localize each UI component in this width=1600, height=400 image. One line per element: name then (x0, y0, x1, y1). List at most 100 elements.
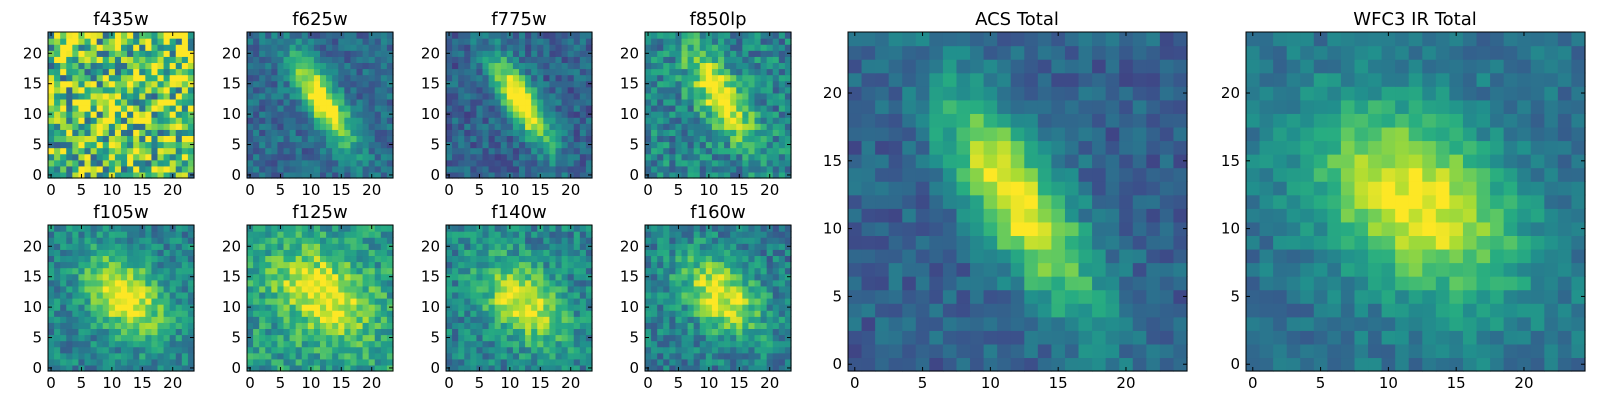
heatmap-cell (705, 111, 713, 118)
heatmap-cell (711, 304, 719, 311)
heatmap-cell (458, 346, 465, 354)
heatmap-cell (645, 68, 652, 76)
heatmap-cell (283, 298, 291, 305)
heatmap-cell (687, 32, 695, 39)
heatmap-cell (543, 298, 551, 305)
heatmap-cell (374, 304, 382, 311)
heatmap-cell (663, 147, 670, 155)
heatmap-cell (718, 352, 725, 360)
heatmap-cell (90, 249, 98, 257)
heatmap-cell (452, 44, 459, 51)
heatmap-cell (561, 340, 569, 348)
heatmap-cell (458, 74, 465, 82)
heatmap-cell (66, 68, 73, 76)
heatmap-cell (500, 56, 508, 64)
heatmap-cell (145, 74, 153, 82)
heatmap-cell (66, 364, 73, 372)
heatmap-cell (374, 255, 382, 263)
heatmap-cell (344, 98, 352, 106)
heatmap-cell (133, 153, 140, 161)
heatmap-cell (301, 334, 309, 342)
heatmap-cell (169, 255, 177, 263)
heatmap-cell (133, 38, 140, 45)
heatmap-cell (60, 32, 67, 39)
heatmap-cell (567, 243, 575, 250)
heatmap-cell (108, 340, 116, 348)
heatmap-cell (669, 279, 677, 287)
heatmap-cell (705, 129, 713, 137)
heatmap-cell (151, 129, 159, 137)
heatmap-cell (356, 147, 364, 155)
heatmap-cell (253, 334, 260, 342)
heatmap-cell (519, 50, 526, 57)
heatmap-cell (778, 364, 786, 372)
heatmap-cell (446, 38, 453, 45)
heatmap-cell (482, 358, 490, 366)
heatmap-cell (567, 92, 575, 100)
heatmap-cell (657, 129, 664, 137)
heatmap-cell (48, 340, 55, 348)
heatmap-cell (48, 62, 55, 70)
heatmap-cell (561, 255, 569, 263)
heatmap-cell (187, 225, 195, 232)
heatmap-cell (476, 50, 484, 57)
heatmap-cell (675, 267, 683, 275)
heatmap-cell (283, 98, 291, 106)
heatmap-cell (102, 352, 110, 360)
heatmap-cell (84, 334, 92, 342)
heatmap-cell (66, 261, 73, 269)
heatmap-cell (295, 352, 303, 360)
heatmap-cell (784, 352, 792, 360)
heatmap-cell (760, 98, 768, 106)
heatmap-cell (181, 32, 189, 39)
heatmap-cell (500, 147, 508, 155)
heatmap-cell (784, 129, 792, 137)
heatmap-cell (555, 340, 563, 348)
heatmap-cell (724, 346, 731, 354)
heatmap-cell (929, 330, 944, 345)
heatmap-cell (169, 261, 177, 269)
heatmap-cell (386, 237, 394, 244)
heatmap-cell (942, 330, 958, 345)
heatmap-cell (356, 352, 364, 360)
heatmap-cell (247, 322, 254, 330)
heatmap-cell (929, 343, 944, 359)
heatmap-cell (108, 279, 116, 287)
heatmap-cell (748, 249, 756, 257)
heatmap-cell (760, 267, 768, 275)
heatmap-cell (669, 159, 677, 167)
heatmap-cell (543, 255, 551, 263)
heatmap-cell (669, 328, 677, 336)
heatmap-cell (78, 38, 86, 45)
heatmap-cell (718, 56, 725, 64)
heatmap-cell (295, 117, 303, 124)
heatmap-cell (549, 111, 557, 118)
heatmap-cell (121, 123, 128, 130)
heatmap-cell (645, 237, 652, 244)
heatmap-cell (555, 165, 563, 173)
heatmap-cell (350, 74, 358, 82)
heatmap-cell (127, 243, 134, 250)
heatmap-cell (500, 74, 508, 82)
heatmap-cell (368, 117, 376, 124)
heatmap-cell (476, 56, 484, 64)
heatmap-cell (72, 322, 80, 330)
heatmap-cell (60, 298, 67, 305)
heatmap-cell (163, 334, 171, 342)
heatmap-cell (362, 111, 370, 118)
heatmap-cell (519, 153, 526, 161)
heatmap-cell (127, 86, 134, 94)
heatmap-cell (374, 165, 382, 173)
heatmap-cell (573, 105, 581, 112)
heatmap-cell (537, 298, 544, 305)
heatmap-cell (187, 153, 195, 161)
heatmap-cell (145, 38, 153, 45)
heatmap-cell (259, 255, 266, 263)
heatmap-cell (338, 352, 345, 360)
heatmap-cell (283, 322, 291, 330)
heatmap-cell (133, 328, 140, 336)
heatmap-cell (519, 304, 526, 311)
heatmap-cell (259, 364, 266, 372)
heatmap-cell (754, 249, 762, 257)
heatmap-cell (1119, 316, 1134, 331)
